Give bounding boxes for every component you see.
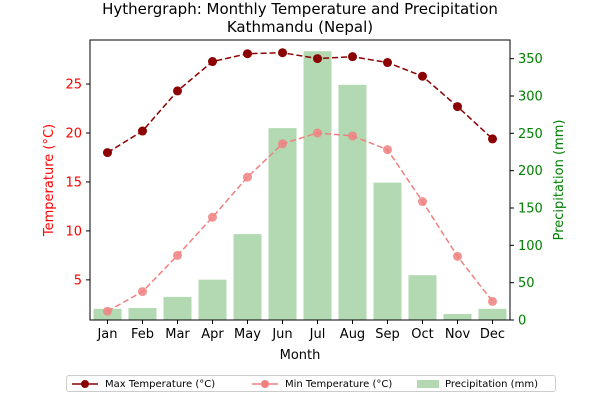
legend-label-precip: Precipitation (mm) — [445, 378, 538, 390]
y-left-tick-label: 25 — [65, 78, 82, 93]
y-right-tick-label: 100 — [518, 239, 543, 254]
bar-precip-feb — [128, 308, 157, 320]
point-min-temp-jul — [313, 128, 322, 138]
bar-precip-sep — [373, 182, 402, 320]
min-temp-line-marker-icon — [252, 380, 278, 388]
point-max-temp-feb — [138, 126, 147, 136]
bar-precip-jul — [303, 51, 332, 320]
point-min-temp-jan — [103, 306, 112, 316]
point-min-temp-feb — [138, 287, 147, 297]
max-temp-line-marker-icon — [72, 380, 98, 388]
x-tick-label-jun: Jun — [271, 327, 292, 342]
point-max-temp-jan — [103, 148, 112, 158]
bar-precip-nov — [443, 314, 472, 320]
line-min-temp — [107, 132, 494, 312]
chart-subtitle: Kathmandu (Nepal) — [227, 18, 373, 36]
bar-precip-jun — [268, 128, 297, 320]
y-axis-right: 0 50 100 150 200 250 300 350 — [510, 52, 543, 329]
y-left-tick-label: 20 — [65, 127, 82, 142]
plot-frame — [89, 39, 511, 321]
legend-label-max-temp: Max Temperature (°C) — [105, 378, 216, 390]
point-min-temp-dec — [488, 296, 497, 306]
bar-precip-apr — [198, 279, 227, 320]
bar-precip-mar — [163, 296, 192, 320]
point-min-temp-jun — [278, 139, 287, 149]
point-min-temp-aug — [348, 131, 357, 141]
y-right-tick-label: 0 — [518, 314, 526, 329]
legend-label-min-temp: Min Temperature (°C) — [285, 378, 393, 390]
point-max-temp-dec — [488, 134, 497, 144]
y-left-tick-label: 15 — [65, 175, 82, 190]
x-tick-label-aug: Aug — [340, 327, 365, 342]
temperature-markers — [103, 48, 497, 316]
bar-precip-oct — [408, 275, 437, 320]
y-right-tick-label: 50 — [518, 276, 535, 291]
point-min-temp-may — [243, 172, 252, 182]
x-tick-label-feb: Feb — [131, 327, 154, 342]
x-tick-label-jul: Jul — [309, 327, 326, 342]
x-axis-label: Month — [280, 348, 321, 363]
precipitation-swatch-icon — [417, 380, 439, 388]
x-axis: Jan Feb Mar Apr May Jun Jul Aug Sep Oct Nov Dec — [96, 320, 505, 342]
x-tick-label-apr: Apr — [201, 327, 224, 342]
line-max-temp — [107, 51, 494, 154]
y-axis-right-label: Precipitation (mm) — [552, 120, 567, 241]
x-tick-label-may: May — [234, 327, 261, 342]
y-axis-left: 5 10 15 20 25 — [65, 78, 90, 288]
legend-item-max-temp: Max Temperature (°C) — [71, 377, 215, 391]
x-tick-label-oct: Oct — [411, 327, 433, 342]
x-tick-label-jan: Jan — [96, 327, 117, 342]
temperature-lines — [107, 51, 494, 312]
y-left-tick-label: 5 — [74, 273, 82, 288]
y-right-tick-label: 350 — [518, 52, 543, 67]
bar-precip-dec — [478, 308, 507, 320]
point-max-temp-nov — [453, 102, 462, 112]
point-max-temp-jul — [313, 54, 322, 64]
legend-item-precip: Precipitation (mm) — [417, 377, 538, 391]
chart-legend: Max Temperature (°C) Min Temperature (°C… — [66, 375, 556, 392]
x-tick-label-sep: Sep — [375, 327, 400, 342]
y-right-tick-label: 250 — [518, 127, 543, 142]
x-tick-label-dec: Dec — [480, 327, 505, 342]
point-min-temp-nov — [453, 251, 462, 261]
x-tick-label-mar: Mar — [165, 327, 190, 342]
precipitation-bars — [93, 51, 507, 320]
y-axis-left-label: Temperature (°C) — [42, 124, 57, 237]
y-right-tick-label: 300 — [518, 90, 543, 105]
point-min-temp-sep — [383, 145, 392, 155]
point-max-temp-apr — [208, 57, 217, 67]
point-max-temp-aug — [348, 52, 357, 62]
x-tick-label-nov: Nov — [445, 327, 471, 342]
point-max-temp-may — [243, 49, 252, 59]
bar-precip-may — [233, 234, 262, 320]
y-right-tick-label: 200 — [518, 164, 543, 179]
point-min-temp-mar — [173, 250, 182, 260]
point-max-temp-mar — [173, 86, 182, 96]
point-min-temp-oct — [418, 197, 427, 207]
y-right-tick-label: 150 — [518, 202, 543, 217]
bar-precip-aug — [338, 84, 367, 320]
point-max-temp-sep — [383, 58, 392, 68]
point-max-temp-jun — [278, 48, 287, 58]
point-max-temp-oct — [418, 71, 427, 81]
y-left-tick-label: 10 — [65, 224, 82, 239]
point-min-temp-apr — [208, 212, 217, 222]
legend-item-min-temp: Min Temperature (°C) — [251, 377, 392, 391]
chart-title: Hythergraph: Monthly Temperature and Pre… — [102, 0, 498, 18]
